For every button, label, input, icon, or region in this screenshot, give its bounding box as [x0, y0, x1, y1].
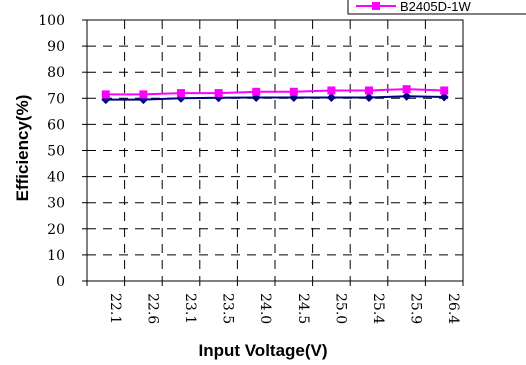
y-tick-label: 10 — [47, 248, 65, 264]
data-point — [252, 87, 261, 96]
data-point — [402, 91, 412, 101]
x-axis-title: Input Voltage(V) — [198, 341, 327, 360]
x-tick-label: 25.4 — [370, 293, 386, 324]
y-tick-label: 80 — [47, 65, 65, 81]
series-line-1 — [105, 88, 445, 96]
data-point — [177, 89, 185, 98]
data-point — [364, 93, 374, 103]
data-point — [139, 90, 148, 99]
x-tick-label: 25.0 — [332, 293, 348, 324]
data-point — [440, 86, 449, 95]
y-tick-label: 100 — [38, 13, 65, 29]
series-group — [101, 85, 449, 105]
y-tick-label: 20 — [47, 222, 65, 238]
data-point — [101, 90, 110, 99]
x-tick-label: 23.5 — [220, 293, 236, 324]
legend-swatch-marker — [372, 2, 380, 10]
series-line-0 — [105, 95, 445, 101]
y-tick-label: 50 — [47, 144, 65, 160]
x-tick-label: 22.1 — [107, 293, 123, 324]
y-axis-ticks: 0 10 20 30 40 50 60 70 80 90 100 — [38, 13, 87, 290]
x-tick-label: 24.0 — [257, 293, 273, 324]
data-point — [327, 86, 336, 95]
data-point — [289, 87, 298, 96]
x-tick-label: 26.4 — [445, 293, 461, 324]
y-tick-label: 90 — [47, 39, 65, 55]
legend-box — [347, 0, 526, 15]
y-axis-title: Efficiency(%) — [13, 95, 32, 202]
data-point — [402, 85, 411, 94]
x-tick-label: 25.9 — [408, 293, 424, 324]
grid — [87, 20, 463, 281]
data-point — [439, 92, 449, 102]
legend-label: B2405D-1W — [400, 0, 472, 14]
x-tick-label: 23.1 — [182, 293, 198, 324]
data-point — [365, 86, 373, 95]
y-tick-label: 0 — [56, 274, 65, 290]
y-tick-label: 30 — [47, 196, 65, 212]
y-tick-label: 60 — [47, 117, 65, 133]
x-axis-ticks: 22.1 22.6 23.1 23.5 24.0 24.5 25.0 25.4 25.9 26.4 — [86, 281, 464, 324]
legend: B2405D-1W — [347, 0, 526, 15]
y-tick-label: 40 — [47, 170, 65, 186]
x-tick-label: 22.6 — [144, 293, 160, 324]
data-point — [326, 93, 336, 103]
x-tick-label: 24.5 — [295, 293, 311, 324]
data-point — [214, 89, 223, 98]
y-tick-label: 70 — [47, 91, 65, 107]
